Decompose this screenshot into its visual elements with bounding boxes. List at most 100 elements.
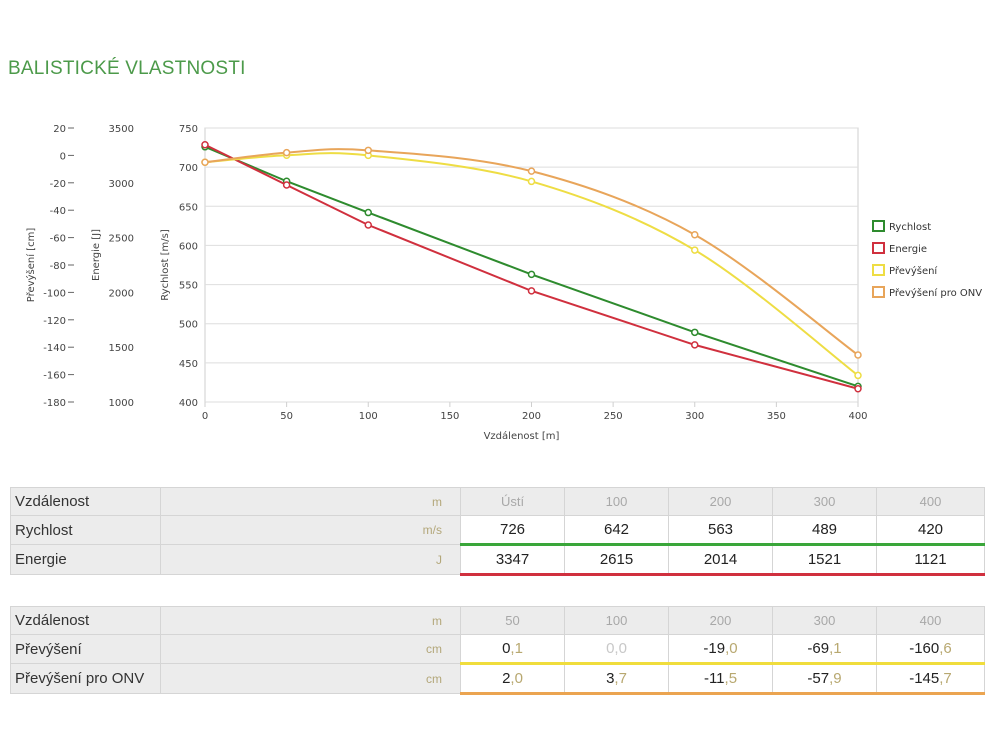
row-label: Vzdálenost [10, 487, 161, 516]
y-tick-label-rychlost: 500 [179, 320, 198, 331]
table-row: Převýšení cm 0,1 0,0 -19,0 -69,1 -160,6 [10, 634, 985, 665]
y-tick-label-rychlost: 700 [179, 163, 198, 174]
value-decimal-part: ,0 [510, 670, 523, 687]
y-tick-label-rychlost: 650 [179, 202, 198, 213]
x-tick-label: 100 [359, 411, 378, 422]
table-cell: -11,5 [668, 663, 773, 695]
row-label: Rychlost [10, 515, 161, 545]
value-integer-part: 2 [502, 670, 511, 687]
x-tick-label: 50 [280, 411, 293, 422]
row-unit: m/s [160, 515, 461, 545]
value-decimal-part: ,0 [725, 640, 738, 657]
table-cell: 726 [460, 515, 565, 546]
series-0-legend-swatch [872, 220, 885, 232]
value-integer-part: -69 [807, 640, 830, 657]
series-0-point [691, 328, 699, 337]
value-integer-part: 3 [606, 670, 615, 687]
table-cell: 563 [668, 515, 773, 546]
drop-table: Vzdálenost m 50 100 200 300 400 Převýšení cm 0,1 0… [10, 606, 985, 695]
table-cell: 0,0 [564, 634, 669, 665]
table-header-row: Vzdálenost m 50 100 200 300 400 [10, 606, 985, 635]
y-axis-label-rychlost: Rychlost [m/s] [160, 229, 171, 301]
x-tick-label: 200 [522, 411, 541, 422]
series-1-legend-swatch [872, 242, 885, 254]
value-decimal-part: ,7 [614, 670, 627, 687]
y-tick-label-prevyseni: -100 [43, 288, 66, 299]
y-tick-label-energie: 1000 [109, 398, 134, 409]
series-3-point [364, 146, 372, 155]
series-2-point [691, 246, 699, 254]
series-1-point [282, 181, 291, 189]
series-3-legend-swatch [872, 286, 885, 298]
y-tick-label-energie: 2000 [109, 288, 134, 299]
table-cell: 3347 [460, 544, 565, 576]
column-header: 400 [876, 487, 985, 516]
y-tick-label-rychlost: 600 [179, 241, 198, 252]
y-axis-label-prevyseni: Převýšení [cm] [25, 228, 37, 303]
value-decimal-part: ,0 [614, 640, 627, 657]
row-label: Převýšení pro ONV [10, 663, 161, 694]
value-integer-part: 0 [606, 640, 615, 657]
table-cell: 489 [772, 515, 877, 546]
row-unit: m [160, 487, 461, 516]
value-integer-part: -145 [909, 670, 940, 687]
y-tick-label-prevyseni: -180 [43, 398, 66, 409]
row-unit: cm [160, 634, 461, 664]
table-cell: 1121 [876, 544, 985, 576]
series-1-point [691, 341, 699, 349]
value-integer-part: -11 [703, 670, 725, 687]
series-1-legend-label: Energie [889, 244, 927, 255]
series-2-legend-label: Převýšení [889, 265, 938, 277]
x-axis-label: Vzdálenost [m] [484, 430, 560, 442]
y-tick-label-rychlost: 550 [179, 281, 198, 292]
y-tick-label-prevyseni: -120 [43, 316, 66, 327]
value-decimal-part: ,1 [510, 640, 523, 657]
table-cell: 2615 [564, 544, 669, 576]
value-integer-part: -19 [703, 640, 726, 657]
column-header: 200 [668, 606, 773, 635]
column-header: 300 [772, 487, 877, 516]
table-cell: 420 [876, 515, 985, 546]
row-label: Vzdálenost [10, 606, 161, 635]
x-tick-label: 350 [767, 411, 786, 422]
column-header: Ústí [460, 487, 565, 516]
value-decimal-part: ,5 [724, 670, 738, 687]
y-tick-label-prevyseni: -160 [43, 371, 66, 382]
series-3-point [282, 148, 291, 157]
table-cell: 2014 [668, 544, 773, 576]
y-tick-label-prevyseni: -20 [50, 179, 66, 190]
value-integer-part: 0 [502, 640, 511, 657]
y-tick-label-energie: 1500 [109, 343, 134, 354]
y-tick-label-rychlost: 450 [179, 359, 198, 370]
column-header: 200 [668, 487, 773, 516]
table-cell: 1521 [772, 544, 877, 576]
series-3-point [854, 351, 862, 359]
series-3-point [201, 158, 209, 166]
column-header: 50 [460, 606, 565, 635]
series-2-point [854, 371, 862, 380]
table-cell: 0,1 [460, 634, 565, 665]
table-row: Převýšení pro ONV cm 2,0 3,7 -11,5 -57,9 -145,… [10, 663, 985, 695]
y-tick-label-prevyseni: 0 [60, 151, 66, 162]
table-cell: -160,6 [876, 634, 985, 665]
row-label: Energie [10, 544, 161, 575]
x-tick-label: 0 [202, 411, 208, 422]
y-tick-label-prevyseni: -60 [50, 234, 66, 245]
series-3-point [691, 230, 699, 239]
table-cell: 642 [564, 515, 669, 546]
value-decimal-part: ,1 [829, 640, 842, 657]
row-unit: J [160, 544, 461, 575]
series-2-legend-swatch [872, 264, 885, 276]
y-tick-label-rychlost: 750 [179, 124, 198, 135]
y-tick-label-energie: 3500 [109, 124, 134, 135]
table-cell: -145,7 [876, 663, 985, 695]
value-integer-part: -57 [807, 670, 830, 687]
value-integer-part: -160 [909, 640, 940, 657]
series-1-point [854, 384, 862, 393]
y-tick-label-rychlost: 400 [179, 398, 198, 409]
table-row: Energie J 3347 2615 2014 1521 1121 [10, 544, 985, 576]
table-header-row: Vzdálenost m Ústí 100 200 300 400 [10, 487, 985, 516]
y-tick-label-prevyseni: -80 [50, 261, 66, 272]
velocity-energy-table: Vzdálenost m Ústí 100 200 300 400 Rychlost m/s 72… [10, 487, 985, 576]
